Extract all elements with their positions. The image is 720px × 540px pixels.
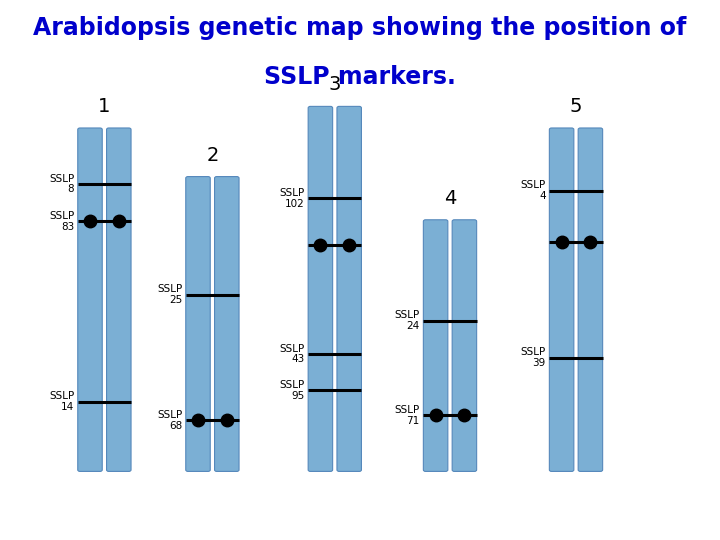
Text: SSLP
4: SSLP 4 [521,180,546,201]
Text: 1: 1 [98,97,111,116]
Text: SSLP
102: SSLP 102 [279,188,305,209]
FancyBboxPatch shape [337,106,361,471]
Text: Arabidopsis genetic map showing the position of: Arabidopsis genetic map showing the posi… [33,16,687,40]
Text: SSLP
83: SSLP 83 [49,211,74,232]
Text: 3: 3 [328,76,341,94]
FancyBboxPatch shape [78,128,102,471]
FancyBboxPatch shape [107,128,131,471]
FancyBboxPatch shape [308,106,333,471]
FancyBboxPatch shape [215,177,239,471]
Text: SSLP
71: SSLP 71 [395,405,420,426]
FancyBboxPatch shape [186,177,210,471]
Text: 2: 2 [206,146,219,165]
Text: 4: 4 [444,189,456,208]
Text: 5: 5 [570,97,582,116]
Text: SSLP markers.: SSLP markers. [264,65,456,89]
Text: SSLP
25: SSLP 25 [157,285,182,305]
Text: SSLP
68: SSLP 68 [157,410,182,430]
Text: SSLP
39: SSLP 39 [521,347,546,368]
Text: SSLP
8: SSLP 8 [49,174,74,194]
FancyBboxPatch shape [423,220,448,471]
FancyBboxPatch shape [452,220,477,471]
FancyBboxPatch shape [578,128,603,471]
FancyBboxPatch shape [549,128,574,471]
Text: SSLP
95: SSLP 95 [279,380,305,401]
Text: SSLP
24: SSLP 24 [395,310,420,331]
Text: SSLP
14: SSLP 14 [49,392,74,412]
Text: SSLP
43: SSLP 43 [279,343,305,364]
